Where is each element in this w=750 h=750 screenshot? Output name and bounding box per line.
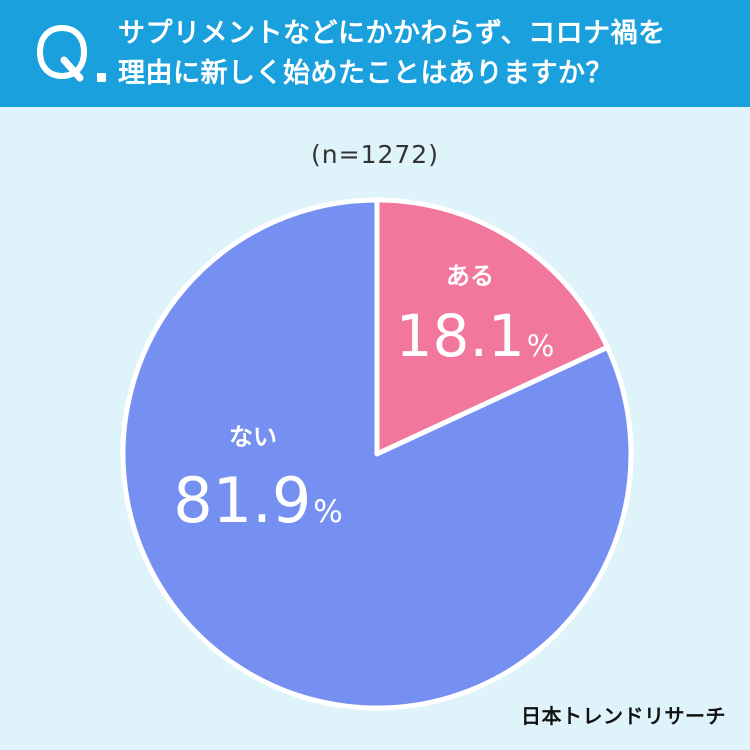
slice-label-aru: ある <box>446 262 494 290</box>
q-mark-icon <box>36 24 88 82</box>
pie-slice-nai <box>120 197 634 711</box>
slice-unit-aru: % <box>527 329 555 363</box>
question-line-1: サプリメントなどにかかわらず、コロナ禍を <box>118 18 666 49</box>
pie-slice-aru <box>374 197 611 457</box>
question-text: サプリメントなどにかかわらず、コロナ禍を 理由に新しく始めたことはありますか？ <box>118 14 728 94</box>
slice-label-nai: ない <box>229 423 277 451</box>
brand-logo: 日本トレンドリサーチ <box>521 704 726 728</box>
sample-size: (n=1272) <box>311 140 439 169</box>
question-line-2: 理由に新しく始めたことはありますか？ <box>118 58 613 89</box>
slice-unit-nai: % <box>313 494 342 530</box>
q-mark-dot <box>97 73 106 82</box>
question-header: サプリメントなどにかかわらず、コロナ禍を 理由に新しく始めたことはありますか？ <box>0 0 750 107</box>
